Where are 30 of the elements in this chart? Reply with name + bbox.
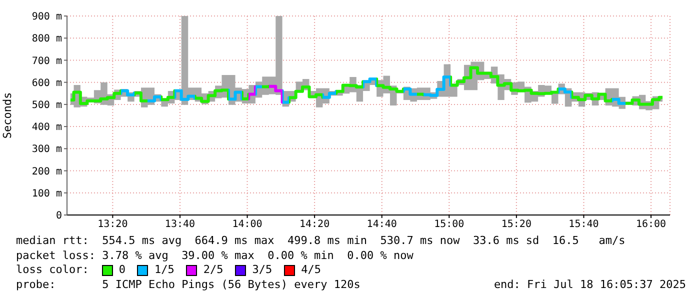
x-tick-label: 13:40 xyxy=(164,219,196,230)
y-tick-label: 900 m xyxy=(32,12,62,23)
text: probe: 5 ICMP Echo Pings (56 Bytes) every 120s xyxy=(16,278,360,292)
y-tick-label: 400 m xyxy=(32,122,62,134)
legend-title: loss color: xyxy=(16,263,89,278)
y-tick-label: 0 xyxy=(56,210,62,222)
y-tick-label: 700 m xyxy=(32,56,62,67)
x-tick-label: 13:20 xyxy=(98,219,128,230)
y-tick-label: 600 m xyxy=(32,78,62,89)
x-tick-label: 15:20 xyxy=(501,219,532,230)
text: median rtt: 554.5 ms avg 664.9 ms max 499.8 ms min 530.7 ms now 33.6 ms sd 16.5 am/s xyxy=(16,234,626,248)
x-tick-label: 16:00 xyxy=(636,219,666,230)
x-tick-label: 15:40 xyxy=(568,219,599,230)
y-tick-label: 200 m xyxy=(32,166,62,178)
y-tick-label: 100 m xyxy=(32,188,62,200)
legend-label: 2/5 xyxy=(203,263,224,278)
x-tick-label: 15:00 xyxy=(434,219,464,230)
x-tick-label: 14:00 xyxy=(232,219,262,230)
legend-label: 0 xyxy=(118,263,126,278)
legend-label: 1/5 xyxy=(154,263,174,278)
y-tick-label: 300 m xyxy=(32,144,62,156)
x-tick-label: 14:40 xyxy=(366,219,397,230)
y-tick-label: 500 m xyxy=(32,100,62,111)
y-tick-label: 800 m xyxy=(32,34,62,45)
text: end: Fri Jul 18 16:05:37 2025 xyxy=(494,278,686,292)
legend-label: 3/5 xyxy=(252,263,272,278)
x-tick-label: 14:20 xyxy=(300,219,330,230)
text: packet loss: 3.78 % avg 39.00 % max 0.00 % min 0.00 % now xyxy=(16,248,414,263)
y-axis-title: Seconds xyxy=(0,92,14,139)
legend-label: 4/5 xyxy=(301,263,321,278)
